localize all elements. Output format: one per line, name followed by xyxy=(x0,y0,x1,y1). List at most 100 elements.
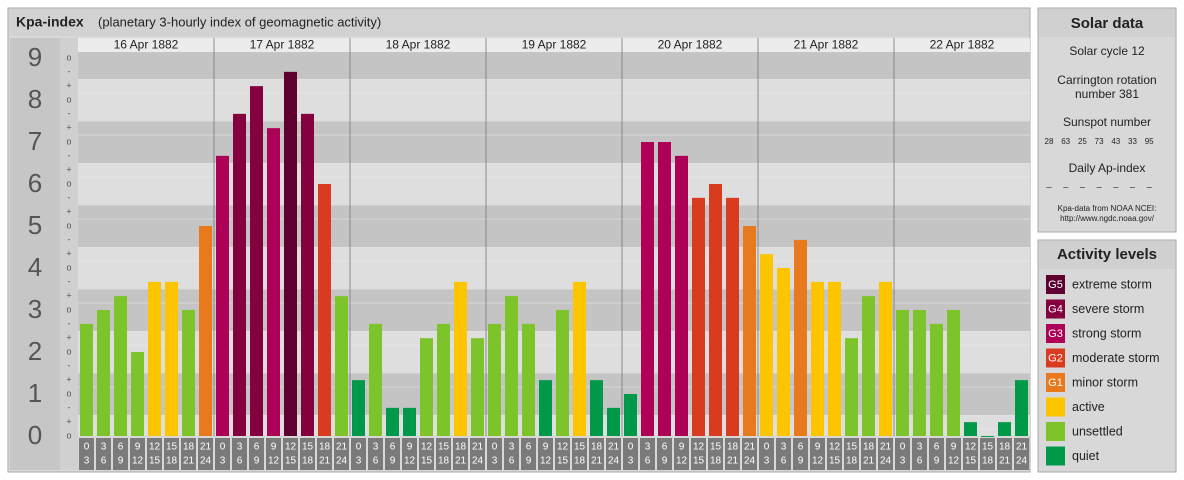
hour-label: 18 xyxy=(591,442,603,453)
hour-box xyxy=(487,438,502,470)
hour-box xyxy=(691,438,706,470)
bar xyxy=(998,422,1011,436)
date-header xyxy=(78,38,214,52)
sunspot-label: Sunspot number xyxy=(1063,115,1151,129)
hour-label: 21 xyxy=(744,442,756,453)
hour-label: 9 xyxy=(679,442,685,453)
kp-sub-label: o xyxy=(66,262,71,272)
levels-title: Activity levels xyxy=(1057,246,1157,263)
hour-label: 12 xyxy=(557,442,569,453)
hour-box xyxy=(589,438,604,470)
level-name: extreme storm xyxy=(1072,277,1152,291)
hour-box xyxy=(470,438,485,470)
date-label: 18 Apr 1882 xyxy=(386,38,451,52)
level-swatch xyxy=(1046,348,1065,368)
ap-value: – xyxy=(1080,181,1085,191)
bar xyxy=(199,226,212,436)
bar xyxy=(352,380,365,436)
hour-box xyxy=(929,438,944,470)
hour-label: 6 xyxy=(118,442,124,453)
levels-title-bg xyxy=(1039,241,1175,269)
level-swatch xyxy=(1046,324,1065,343)
hour-box xyxy=(759,438,774,470)
level-name: strong storm xyxy=(1072,326,1141,340)
sunspot-number: 28 xyxy=(1045,137,1054,146)
hour-label: 21 xyxy=(727,456,739,467)
date-header xyxy=(214,38,350,52)
ap-value: – xyxy=(1063,181,1068,191)
hour-label: 24 xyxy=(744,456,756,467)
carrington: Carrington rotation xyxy=(1057,73,1156,87)
kp-sub-label: - xyxy=(68,402,71,412)
hour-box xyxy=(164,438,179,470)
bar xyxy=(335,296,348,436)
hour-label: 6 xyxy=(798,442,804,453)
kp-sub-label: o xyxy=(66,136,71,146)
bar xyxy=(437,323,450,436)
ap-value: – xyxy=(1113,181,1118,191)
hour-label: 12 xyxy=(404,456,416,467)
carrington: number 381 xyxy=(1075,87,1139,101)
hour-label: 3 xyxy=(492,456,498,467)
hour-label: 18 xyxy=(319,442,331,453)
ap-value: – xyxy=(1147,181,1152,191)
solar-cycle: Solar cycle 12 xyxy=(1069,44,1145,58)
y-tick-label: 6 xyxy=(28,168,42,198)
bar xyxy=(165,281,178,436)
hour-label: 9 xyxy=(390,456,396,467)
hour-box xyxy=(419,438,434,470)
hour-label: 21 xyxy=(880,442,892,453)
kp-band xyxy=(78,415,1030,436)
hour-label: 15 xyxy=(557,456,569,467)
kp-sub-label: - xyxy=(68,192,71,202)
hour-label: 9 xyxy=(118,456,124,467)
bar xyxy=(896,310,909,436)
hour-label: 9 xyxy=(543,442,549,453)
hour-box xyxy=(725,438,740,470)
bar xyxy=(182,310,195,436)
hour-label: 18 xyxy=(846,456,858,467)
hour-box xyxy=(895,438,910,470)
hour-box xyxy=(215,438,230,470)
hour-label: 0 xyxy=(220,442,226,453)
kp-sub-label: + xyxy=(66,374,71,384)
y-tick-label: 5 xyxy=(28,210,42,240)
level-swatch xyxy=(1046,422,1065,441)
hour-label: 21 xyxy=(336,442,348,453)
bar xyxy=(828,281,841,436)
bar xyxy=(913,310,926,436)
hour-box xyxy=(912,438,927,470)
hour-box xyxy=(708,438,723,470)
kp-sub-label: o xyxy=(66,220,71,230)
ap-value: – xyxy=(1046,181,1051,191)
hour-label: 24 xyxy=(608,456,620,467)
kp-sub-label: + xyxy=(66,416,71,426)
hour-box xyxy=(79,438,94,470)
bar xyxy=(539,380,552,436)
source: http://www.ngdc.noaa.gov/ xyxy=(1060,214,1155,223)
kp-sub-label: - xyxy=(68,108,71,118)
solar-title-bg xyxy=(1039,9,1175,37)
hour-label: 21 xyxy=(455,456,467,467)
kp-sub-label: - xyxy=(68,66,71,76)
hour-label: 6 xyxy=(237,456,243,467)
hour-label: 6 xyxy=(934,442,940,453)
date-header xyxy=(894,38,1030,52)
bar xyxy=(624,394,637,436)
hour-box xyxy=(504,438,519,470)
level-code: G5 xyxy=(1048,279,1063,291)
bar xyxy=(1015,380,1028,436)
hour-label: 6 xyxy=(390,442,396,453)
hour-label: 21 xyxy=(863,456,875,467)
y-tick-label: 4 xyxy=(28,252,42,282)
hour-box xyxy=(317,438,332,470)
level-name: moderate storm xyxy=(1072,351,1160,365)
bar xyxy=(488,323,501,436)
hour-box xyxy=(878,438,893,470)
bar xyxy=(845,338,858,436)
bar xyxy=(777,268,790,436)
hour-label: 9 xyxy=(271,442,277,453)
hour-label: 21 xyxy=(472,442,484,453)
hour-label: 0 xyxy=(84,442,90,453)
